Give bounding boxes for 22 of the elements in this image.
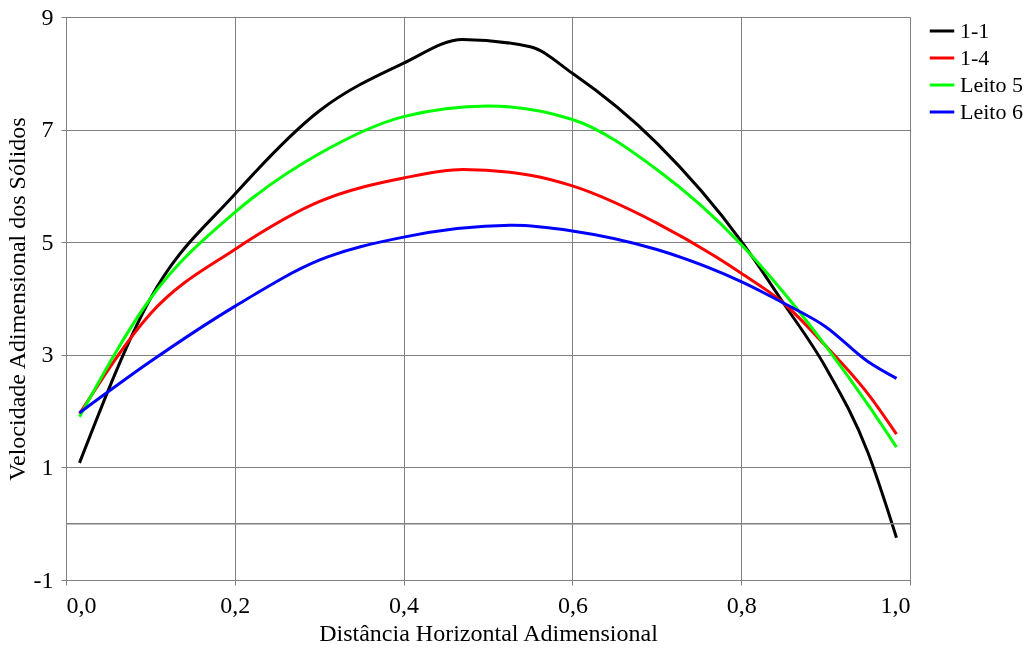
x-axis-title: Distância Horizontal Adimensional [319, 619, 659, 646]
y-tick-label: 1 [41, 453, 54, 480]
line-series [78, 38, 898, 540]
y-tick-label: 9 [41, 3, 54, 30]
line-series [78, 223, 898, 415]
x-tick-label: 0,2 [220, 591, 251, 618]
x-tick-label: 0,8 [726, 591, 757, 618]
y-tick-label: 3 [41, 341, 54, 368]
x-tick-label: 1,0 [880, 591, 911, 618]
x-tick-label: 0,6 [557, 591, 588, 618]
x-tick-label: 0,0 [66, 591, 97, 618]
legend-label: 1-1 [960, 18, 990, 43]
y-tick-label: -1 [33, 566, 54, 593]
y-tick-label: 7 [41, 116, 54, 143]
line-series [78, 104, 898, 449]
legend-label: Leito 6 [960, 99, 1023, 124]
legend-label: 1-4 [960, 45, 990, 70]
x-tick-label: 0,4 [389, 591, 420, 618]
line-series [78, 168, 898, 436]
legend-label: Leito 5 [960, 72, 1023, 97]
y-axis-title: Velocidade Adimensional dos Sólidos [3, 117, 30, 481]
y-tick-label: 5 [41, 228, 54, 255]
